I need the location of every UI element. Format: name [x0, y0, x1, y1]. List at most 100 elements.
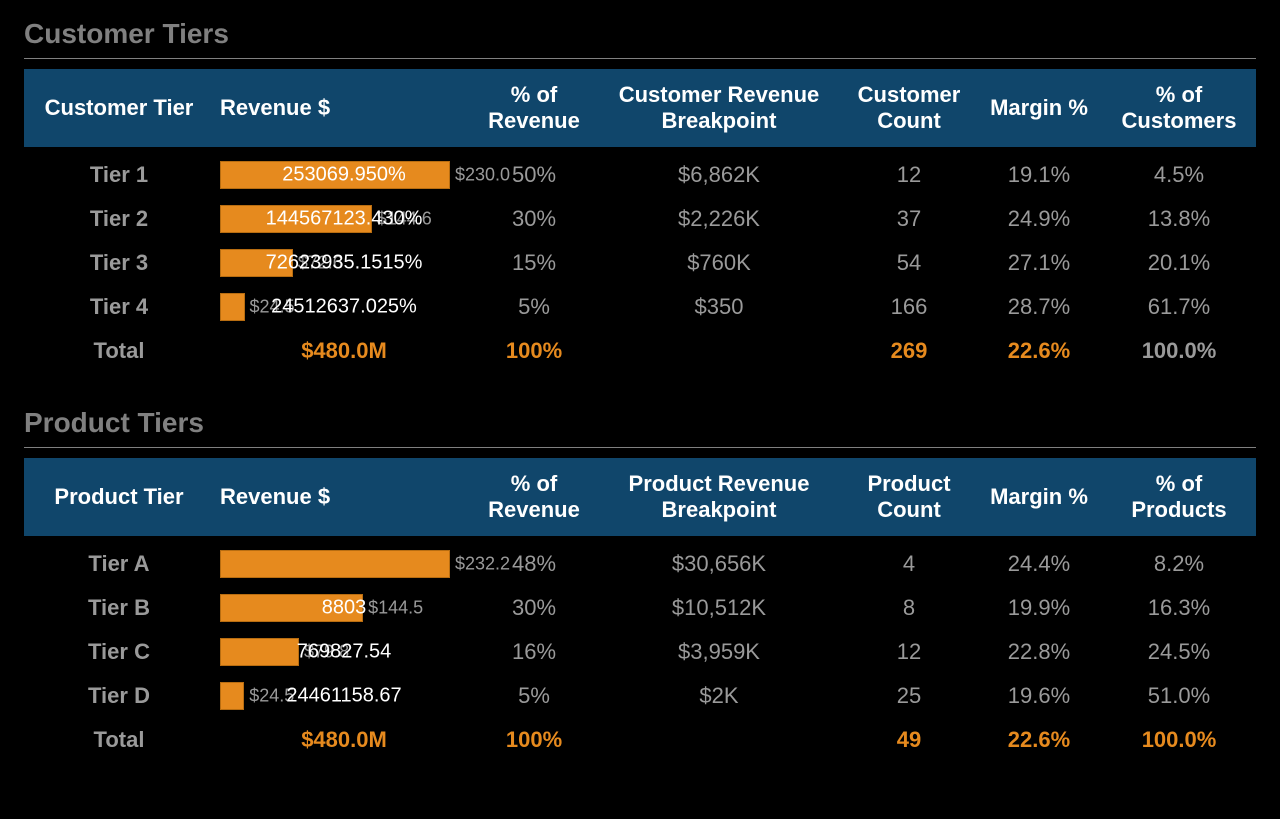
revenue-bar-cell: $144.58803: [214, 589, 474, 627]
section-title-product: Product Tiers: [24, 401, 1256, 448]
col-header-revenue: Revenue $: [214, 476, 474, 518]
margin-cell: 24.9%: [974, 202, 1104, 236]
total-revenue: $480.0M: [214, 334, 474, 368]
margin-cell: 27.1%: [974, 246, 1104, 280]
bar-value-label: $72.6: [298, 253, 343, 274]
pct-revenue-cell: 5%: [474, 290, 594, 324]
total-pct-of: 100.0%: [1104, 334, 1254, 368]
pct-revenue-cell: 30%: [474, 202, 594, 236]
total-margin: 22.6%: [974, 723, 1104, 757]
bar-value-label: $24.5: [249, 686, 294, 707]
col-header-margin: Margin %: [974, 87, 1104, 129]
pct-of-cell: 16.3%: [1104, 591, 1254, 625]
col-header-pctcust: % of Products: [1104, 463, 1254, 532]
product-table-body: Tier A$232.248%$30,656K424.4%8.2%Tier B$…: [24, 536, 1256, 762]
breakpoint-cell: $3,959K: [594, 635, 844, 669]
revenue-bar-cell: $24.524512637.025%: [214, 288, 474, 326]
margin-cell: 22.8%: [974, 635, 1104, 669]
margin-cell: 24.4%: [974, 547, 1104, 581]
bar-wrap: $144.6144567123.430%: [220, 204, 468, 234]
total-margin: 22.6%: [974, 334, 1104, 368]
customer-tier-table: Customer Tier Revenue $ % of Revenue Cus…: [24, 69, 1256, 373]
row-name: Tier D: [24, 679, 214, 713]
row-name: Tier 2: [24, 202, 214, 236]
pct-of-cell: 24.5%: [1104, 635, 1254, 669]
table-row: Tier 3$72.672623935.1515%15%$760K5427.1%…: [24, 241, 1256, 285]
total-revenue: $480.0M: [214, 723, 474, 757]
col-header-margin: Margin %: [974, 476, 1104, 518]
revenue-bar-cell: $24.524461158.67: [214, 677, 474, 715]
customer-table-body: Tier 1$230.0253069.950%50%$6,862K1219.1%…: [24, 147, 1256, 373]
row-name: Tier B: [24, 591, 214, 625]
revenue-bar-cell: $232.2: [214, 545, 474, 583]
count-cell: 12: [844, 635, 974, 669]
table-row: Tier D$24.524461158.675%$2K2519.6%51.0%: [24, 674, 1256, 718]
product-tier-table: Product Tier Revenue $ % of Revenue Prod…: [24, 458, 1256, 762]
row-name: Tier A: [24, 547, 214, 581]
pct-of-cell: 20.1%: [1104, 246, 1254, 280]
margin-cell: 19.6%: [974, 679, 1104, 713]
revenue-bar: $79.8: [220, 638, 299, 666]
revenue-bar: $72.6: [220, 249, 293, 277]
total-pct-of: 100.0%: [1104, 723, 1254, 757]
total-count: 49: [844, 723, 974, 757]
bar-overlay-label: 24461158.67: [286, 685, 401, 708]
total-breakpoint: [594, 347, 844, 355]
count-cell: 166: [844, 290, 974, 324]
revenue-bar: $24.5: [220, 682, 244, 710]
bar-value-label: $144.6: [377, 209, 432, 230]
col-header-pctrev: % of Revenue: [474, 463, 594, 532]
section-title-customer: Customer Tiers: [24, 12, 1256, 59]
pct-revenue-cell: 30%: [474, 591, 594, 625]
bar-value-label: $79.8: [304, 642, 349, 663]
breakpoint-cell: $6,862K: [594, 158, 844, 192]
total-row: Total$480.0M100%4922.6%100.0%: [24, 718, 1256, 762]
breakpoint-cell: $10,512K: [594, 591, 844, 625]
table-row: Tier 4$24.524512637.025%5%$35016628.7%61…: [24, 285, 1256, 329]
col-header-bp: Customer Revenue Breakpoint: [594, 74, 844, 143]
bar-wrap: $232.2: [220, 549, 468, 579]
margin-cell: 28.7%: [974, 290, 1104, 324]
pct-of-cell: 8.2%: [1104, 547, 1254, 581]
pct-revenue-cell: 15%: [474, 246, 594, 280]
breakpoint-cell: $760K: [594, 246, 844, 280]
breakpoint-cell: $30,656K: [594, 547, 844, 581]
total-count: 269: [844, 334, 974, 368]
breakpoint-cell: $2,226K: [594, 202, 844, 236]
breakpoint-cell: $2K: [594, 679, 844, 713]
row-name: Tier 3: [24, 246, 214, 280]
total-row: Total$480.0M100%26922.6%100.0%: [24, 329, 1256, 373]
revenue-bar-cell: $79.8769827.54: [214, 633, 474, 671]
pct-revenue-cell: 5%: [474, 679, 594, 713]
bar-wrap: $24.524461158.67: [220, 681, 468, 711]
revenue-bar: $144.6: [220, 205, 372, 233]
bar-value-label: $232.2: [455, 554, 510, 575]
revenue-bar: $24.5: [220, 293, 245, 321]
bar-wrap: $24.524512637.025%: [220, 292, 468, 322]
table-row: Tier 2$144.6144567123.430%30%$2,226K3724…: [24, 197, 1256, 241]
row-name: Tier 1: [24, 158, 214, 192]
customer-table-header: Customer Tier Revenue $ % of Revenue Cus…: [24, 69, 1256, 147]
bar-wrap: $79.8769827.54: [220, 637, 468, 667]
total-label: Total: [24, 723, 214, 757]
table-row: Tier A$232.248%$30,656K424.4%8.2%: [24, 542, 1256, 586]
dashboard-page: Customer Tiers Customer Tier Revenue $ %…: [0, 0, 1280, 802]
bar-value-label: $230.0: [455, 165, 510, 186]
breakpoint-cell: $350: [594, 290, 844, 324]
margin-cell: 19.9%: [974, 591, 1104, 625]
total-pct-revenue: 100%: [474, 334, 594, 368]
col-header-bp: Product Revenue Breakpoint: [594, 463, 844, 532]
row-name: Tier C: [24, 635, 214, 669]
bar-wrap: $72.672623935.1515%: [220, 248, 468, 278]
col-header-pctcust: % of Customers: [1104, 74, 1254, 143]
bar-value-label: $144.5: [368, 598, 423, 619]
pct-of-cell: 61.7%: [1104, 290, 1254, 324]
revenue-bar: $144.5: [220, 594, 363, 622]
count-cell: 37: [844, 202, 974, 236]
row-name: Tier 4: [24, 290, 214, 324]
count-cell: 4: [844, 547, 974, 581]
revenue-bar: $230.0: [220, 161, 450, 189]
bar-value-label: $24.5: [250, 297, 295, 318]
table-row: Tier C$79.8769827.5416%$3,959K1222.8%24.…: [24, 630, 1256, 674]
revenue-bar: $232.2: [220, 550, 450, 578]
